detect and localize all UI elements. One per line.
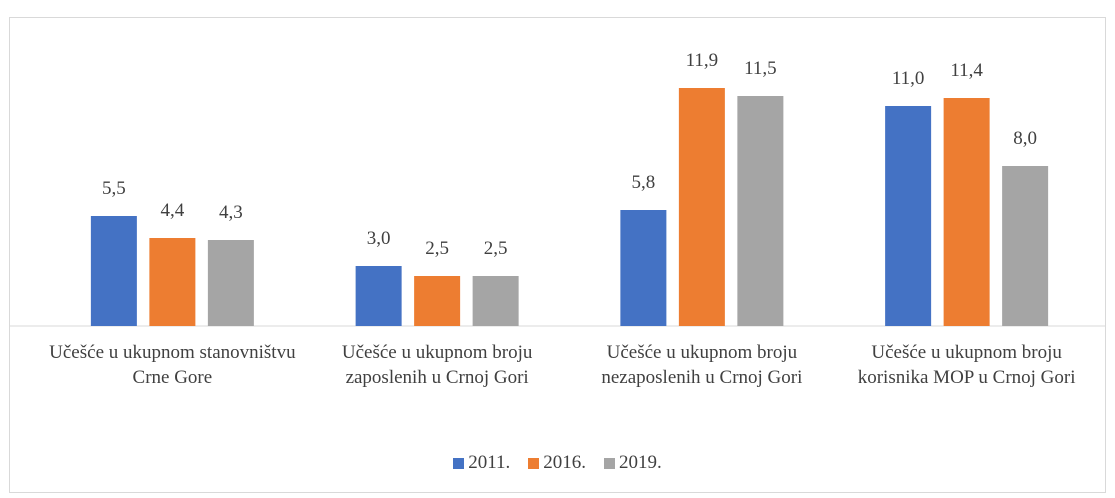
legend-swatch [528, 457, 540, 469]
bar [1002, 166, 1049, 326]
legend: 2011. 2016. 2019. [0, 452, 1115, 474]
value-label: 11,5 [744, 58, 777, 79]
value-label: 2,5 [425, 238, 449, 259]
value-label: 4,3 [219, 202, 243, 223]
x-tick-label: Učešće u ukupnom broju zaposlenih u Crno… [341, 342, 533, 388]
legend-label: 2016. [543, 452, 587, 473]
x-tick-label: Učešće u ukupnom stanovništvu Crne Gore [49, 342, 296, 388]
bar [414, 276, 461, 326]
value-label: 2,5 [484, 238, 508, 259]
x-tick-label: Učešće u ukupnom broju korisnika MOP u C… [857, 342, 1076, 388]
bar [620, 210, 667, 326]
bar [678, 88, 725, 326]
value-label: 5,5 [102, 178, 126, 199]
value-label: 11,4 [950, 60, 983, 81]
value-label: 5,8 [632, 172, 656, 193]
bar [737, 96, 784, 326]
value-label: 3,0 [367, 228, 391, 249]
legend-label: 2019. [619, 452, 662, 473]
bar [90, 216, 137, 326]
legend-item: 2016. [528, 452, 586, 474]
legend-swatch [453, 457, 465, 469]
value-label: 8,0 [1013, 128, 1037, 149]
value-label: 11,9 [686, 50, 719, 71]
bar [149, 238, 196, 326]
chart-border [9, 17, 1106, 493]
legend-swatch [604, 457, 616, 469]
legend-item: 2019. [604, 452, 662, 474]
bar [355, 266, 402, 326]
value-label: 11,0 [892, 68, 925, 89]
value-label: 4,4 [161, 200, 185, 221]
bar [885, 106, 932, 326]
bar [472, 276, 519, 326]
legend-label: 2011. [468, 452, 511, 473]
x-tick-label: Učešće u ukupnom broju nezaposlenih u Cr… [601, 342, 803, 388]
bar [943, 98, 990, 326]
bar [207, 240, 254, 326]
legend-item: 2011. [453, 452, 510, 474]
